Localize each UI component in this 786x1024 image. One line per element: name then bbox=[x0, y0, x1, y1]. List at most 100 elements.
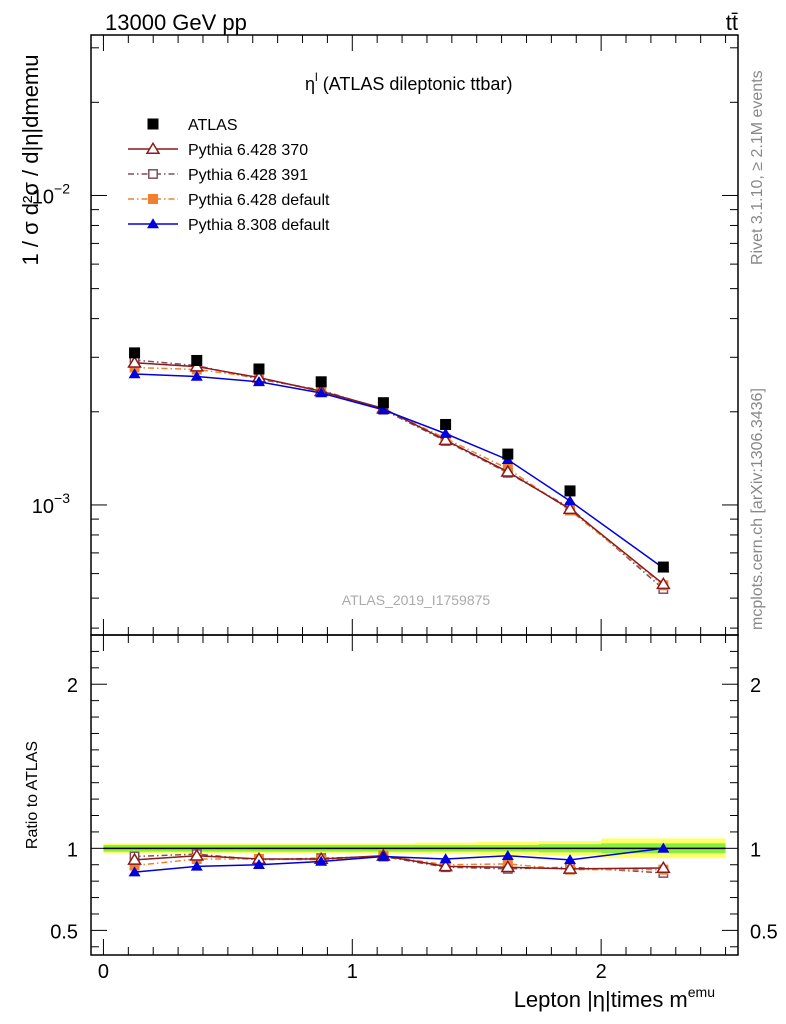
x-axis-label-main: Lepton |η|times m bbox=[514, 987, 688, 1012]
ratio-y-ticks: 0.5 0.5 1 1 2 2 bbox=[50, 634, 778, 948]
data-point-pythia8_default bbox=[252, 376, 265, 387]
ratio-plot-frame bbox=[90, 634, 739, 956]
ratio-plot-panel: 0.5 0.5 1 1 2 2 0 1 2 Ratio to ATLAS Lepton |η|… bbox=[24, 634, 778, 1012]
ratio-point-pythia8_default bbox=[439, 853, 452, 864]
data-point-atlas bbox=[377, 397, 389, 409]
data-point-pythia8_default bbox=[564, 495, 577, 506]
x-tick-label: 1 bbox=[347, 961, 358, 983]
legend-marker bbox=[145, 141, 161, 155]
legend-label: Pythia 8.308 default bbox=[188, 217, 330, 234]
ratio-point-pythia8_default bbox=[377, 850, 390, 861]
series-pythia8_default bbox=[128, 368, 670, 573]
main-plot-panel: 10−210−3 ηl (ATLAS dileptonic ttbar) ATL… bbox=[18, 34, 739, 636]
ratio-series-pythia8_default bbox=[128, 842, 670, 877]
ratio-point-pythia6_370 bbox=[500, 860, 516, 873]
series-pythia6_default bbox=[129, 362, 669, 591]
ratio-y-tick-label-left: 0.5 bbox=[50, 921, 78, 943]
legend-marker bbox=[147, 218, 159, 229]
legend-label: Pythia 6.428 391 bbox=[188, 167, 308, 184]
ratio-line-pythia6_default bbox=[134, 854, 664, 871]
data-point-pythia6_370 bbox=[127, 355, 142, 368]
legend-item-atlas: ATLAS bbox=[147, 117, 238, 134]
mcplots-source-label: mcplots.cern.ch [arXiv:1306.3436] bbox=[749, 388, 766, 630]
ratio-y-tick-label-right: 1 bbox=[750, 839, 761, 861]
legend-marker bbox=[147, 118, 159, 130]
series-line-pythia8_default bbox=[134, 373, 664, 569]
ratio-point-pythia8_default bbox=[501, 850, 514, 860]
y-tick-label-base: 10 bbox=[32, 186, 54, 208]
series-atlas bbox=[129, 347, 669, 573]
ratio-y-axis-label: Ratio to ATLAS bbox=[24, 741, 41, 849]
series-line-pythia6_default bbox=[134, 366, 664, 586]
legend-item-pythia6_default: Pythia 6.428 default bbox=[128, 192, 330, 209]
ratio-series-group bbox=[127, 842, 671, 878]
main-y-ticks: 10−210−3 bbox=[32, 47, 738, 629]
ratio-point-pythia6_370 bbox=[562, 861, 578, 874]
series-line-pythia6_391 bbox=[134, 359, 664, 590]
x-axis-label: Lepton |η|times memu bbox=[514, 984, 715, 1012]
data-point-atlas bbox=[191, 354, 203, 366]
data-point-pythia8_default bbox=[377, 404, 390, 415]
series-line-pythia6_370 bbox=[134, 362, 664, 585]
x-tick-label: 0 bbox=[98, 961, 109, 983]
main-x-ticks bbox=[102, 35, 727, 635]
ratio-x-ticks: 0 1 2 bbox=[98, 635, 727, 983]
ratio-line-pythia6_391 bbox=[134, 853, 664, 874]
process-label: tt̄ bbox=[726, 10, 738, 35]
data-point-atlas bbox=[657, 561, 669, 573]
ratio-point-pythia8_default bbox=[657, 842, 670, 853]
y-tick-label: 10−2 bbox=[32, 180, 70, 208]
data-point-atlas bbox=[502, 448, 514, 460]
ratio-y-tick-label-left: 1 bbox=[67, 839, 78, 861]
ratio-point-pythia6_default bbox=[129, 860, 140, 871]
ratio-y-tick-label-left: 2 bbox=[67, 675, 78, 697]
y-tick-label-exp: −3 bbox=[54, 490, 70, 506]
data-point-atlas bbox=[564, 485, 576, 497]
ratio-point-pythia6_370 bbox=[127, 852, 142, 865]
data-point-atlas bbox=[253, 363, 265, 375]
y-tick-label: 10−3 bbox=[32, 490, 70, 518]
rivet-version-label: Rivet 3.1.10, ≥ 2.1M events bbox=[749, 70, 766, 265]
legend-marker bbox=[148, 169, 158, 179]
data-point-pythia6_370 bbox=[656, 576, 671, 590]
data-point-pythia8_default bbox=[439, 427, 452, 438]
ratio-point-pythia8_default bbox=[128, 866, 141, 877]
legend-item-pythia6_391: Pythia 6.428 391 bbox=[128, 167, 308, 184]
data-point-pythia8_default bbox=[315, 387, 328, 398]
x-axis-label-sup: emu bbox=[688, 984, 715, 1000]
data-point-atlas bbox=[129, 347, 141, 359]
analysis-watermark: ATLAS_2019_I1759875 bbox=[342, 592, 491, 608]
ratio-y-tick-label-right: 2 bbox=[750, 675, 761, 697]
data-point-pythia6_370 bbox=[562, 501, 578, 515]
y-tick-label-exp: −2 bbox=[54, 180, 70, 196]
ratio-point-pythia6_370 bbox=[656, 860, 671, 874]
legend-label: Pythia 6.428 default bbox=[188, 192, 330, 209]
legend-item-pythia6_370: Pythia 6.428 370 bbox=[128, 141, 308, 159]
plot-title: ηl (ATLAS dileptonic ttbar) bbox=[305, 70, 512, 94]
ratio-point-pythia8_default bbox=[315, 855, 328, 866]
legend-label: Pythia 6.428 370 bbox=[188, 142, 308, 159]
ratio-point-pythia8_default bbox=[252, 859, 265, 870]
legend-marker bbox=[148, 194, 158, 204]
legend-item-pythia8_default: Pythia 8.308 default bbox=[128, 217, 330, 234]
ratio-point-pythia8_default bbox=[564, 854, 577, 865]
plot-title-sup: l bbox=[315, 70, 318, 84]
main-y-axis-label: 1 / σ d²σ / d|η|dmemu bbox=[18, 55, 43, 266]
ratio-point-pythia8_default bbox=[190, 860, 203, 871]
x-tick-label: 2 bbox=[596, 961, 607, 983]
data-point-pythia8_default bbox=[128, 368, 141, 379]
data-point-pythia6_370 bbox=[500, 464, 516, 477]
energy-label: 13000 GeV pp bbox=[105, 10, 247, 35]
ratio-point-pythia6_370 bbox=[189, 848, 205, 861]
y-tick-label-base: 10 bbox=[32, 496, 54, 518]
data-point-pythia6_370 bbox=[438, 432, 453, 446]
data-point-pythia8_default bbox=[190, 370, 203, 381]
ratio-y-tick-label-right: 0.5 bbox=[750, 921, 778, 943]
legend-label: ATLAS bbox=[188, 117, 238, 134]
plot-title-suffix: (ATLAS dileptonic ttbar) bbox=[318, 74, 513, 94]
main-series-group bbox=[127, 347, 671, 594]
plot-title-main: η bbox=[305, 74, 315, 94]
data-point-atlas bbox=[440, 418, 452, 430]
series-pythia6_391 bbox=[129, 355, 669, 594]
